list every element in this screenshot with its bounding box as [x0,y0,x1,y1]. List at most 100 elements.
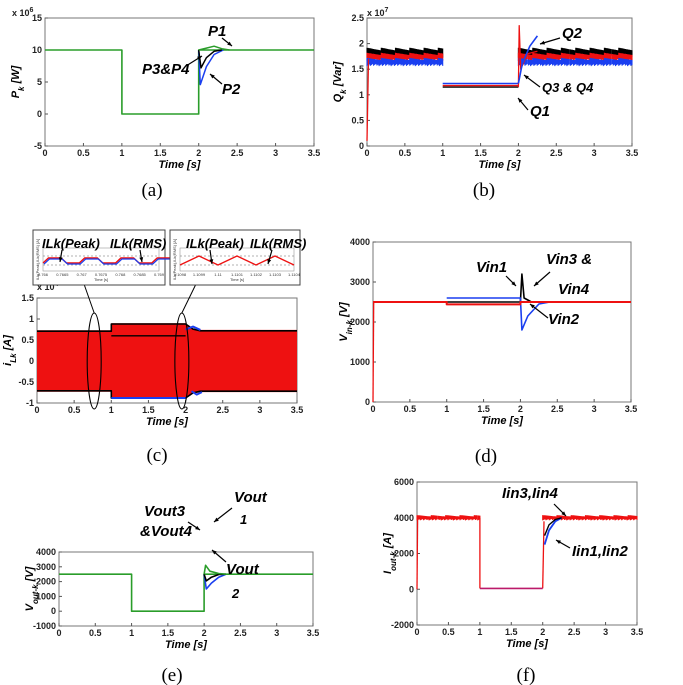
y-axis-symbol: i [2,362,14,366]
x-tick-label: 0.5 [89,628,102,638]
y-tick-label: 1000 [36,591,56,601]
plot-frame [44,17,315,147]
x-tick-label: 0.5 [399,148,412,158]
annotation-arrowhead [214,517,219,522]
inset-x-tick-label: 0.769 [154,272,165,277]
annotation-label: Q1 [530,103,550,120]
annotation-arrowhead [556,540,561,544]
inset-x-tick-label: 1.1101 [231,272,244,277]
annotation-arrowhead [212,550,217,555]
x-tick-label: 0.5 [77,148,90,158]
annotation-label: P2 [222,81,241,98]
x-axis-label: Time [s] [159,159,201,171]
y-axis-label: Iout-k [A] [382,533,398,574]
y-tick-label: 0 [409,584,414,594]
panel-caption: (e) [161,665,182,685]
y-axis-label: Vout-k [V] [24,566,40,611]
zoom-connector [181,283,197,314]
y-tick-label: 1.5 [351,64,364,74]
zoom-connector [83,283,95,314]
annotation-arrowhead [534,281,539,286]
x-tick-label: 3.5 [625,404,638,414]
x-tick-label: 2.5 [216,405,229,415]
series-red-fill [37,323,297,399]
annotation-arrowhead [540,40,545,45]
annotation-label: Vin4 [558,281,590,298]
panel-caption: (d) [475,446,497,467]
x-tick-label: 1.5 [474,148,487,158]
x-tick-label: 2.5 [550,148,563,158]
x-tick-label: 0 [414,627,419,637]
y-tick-label: 0 [51,606,56,616]
y-tick-label: 1 [29,314,34,324]
x-axis-label: Time [s] [479,159,521,171]
x-tick-label: 1 [119,148,124,158]
inset-annotation: ILk(Peak) [186,236,244,251]
x-tick-label: 3.5 [626,148,639,158]
series-startup [372,301,375,403]
inset-annotation: ILk(Peak) [42,236,100,251]
series-band-red [366,52,444,61]
series-blue-transient [185,325,201,331]
y-tick-label: 2000 [36,577,56,587]
y-tick-label: 15 [32,13,42,23]
x-tick-label: 3 [257,405,262,415]
x-axis-label: Time [s] [481,415,523,427]
y-tick-label: -5 [34,141,42,151]
series-green-main [45,49,314,115]
series-black-upper [37,323,297,333]
y-exponent-power: 6 [30,7,34,14]
y-tick-label: -2000 [391,620,414,630]
annotation-label: 1 [240,512,247,527]
x-axis-label: Time [s] [165,639,207,651]
annotation-label: Vin2 [548,311,580,328]
series-blue [446,297,551,331]
inset-x-tick-label: 0.767 [77,272,88,277]
annotation-arrowhead [227,41,232,46]
panel-caption: (f) [517,665,536,685]
annotation-label: Vout [234,489,268,506]
y-tick-label: 3000 [36,562,56,572]
y-tick-label: 0.5 [21,335,34,345]
y-exponent-base: x 10 [12,8,30,18]
x-tick-label: 1.5 [477,404,490,414]
y-axis-unit: [A] [2,335,14,354]
annotation-arrowhead [511,281,516,286]
inset-x-tick-label: 0.768 [115,272,126,277]
x-tick-label: 1.5 [162,628,175,638]
chart-e: 0 0.5 1 1.5 2 2.5 3 3.5-100001000200030004000Ti… [24,489,319,685]
x-tick-label: 1 [444,404,449,414]
series-green-transient [203,564,226,575]
x-tick-label: 1 [129,628,134,638]
x-tick-label: 1 [477,627,482,637]
series-step-up [542,521,545,589]
y-axis-label: iLk [A] [2,335,18,366]
y-axis-subscript: in-k [345,320,354,335]
series-band-red [416,515,481,521]
inset-x-tick-label: 1.1104 [288,272,301,277]
x-tick-label: 3 [274,628,279,638]
annotation-label: &Vout4 [140,523,193,540]
x-tick-label: 2.5 [551,404,564,414]
inset-x-tick-label: 0.7685 [134,272,147,277]
y-axis-symbol: V [24,602,36,611]
annotation-label: Vout3 [144,503,186,520]
annotation-label: P1 [208,23,226,40]
x-tick-label: 1 [440,148,445,158]
annotation-arrowhead [530,304,535,309]
inset-red-wave [179,255,295,266]
y-exponent: x 107 [367,7,389,18]
annotation-arrowhead [210,74,215,79]
series-blue [543,517,563,545]
series-band-red [542,515,638,521]
y-tick-label: 6000 [394,477,414,487]
y-tick-label: 3000 [350,277,370,287]
inset-blue-wave [43,258,177,265]
y-tick-label: 0 [359,141,364,151]
x-tick-label: 3.5 [307,628,320,638]
inset-x-tick-label: 1.1103 [269,272,282,277]
inset-x-label: Time [s] [94,277,108,282]
